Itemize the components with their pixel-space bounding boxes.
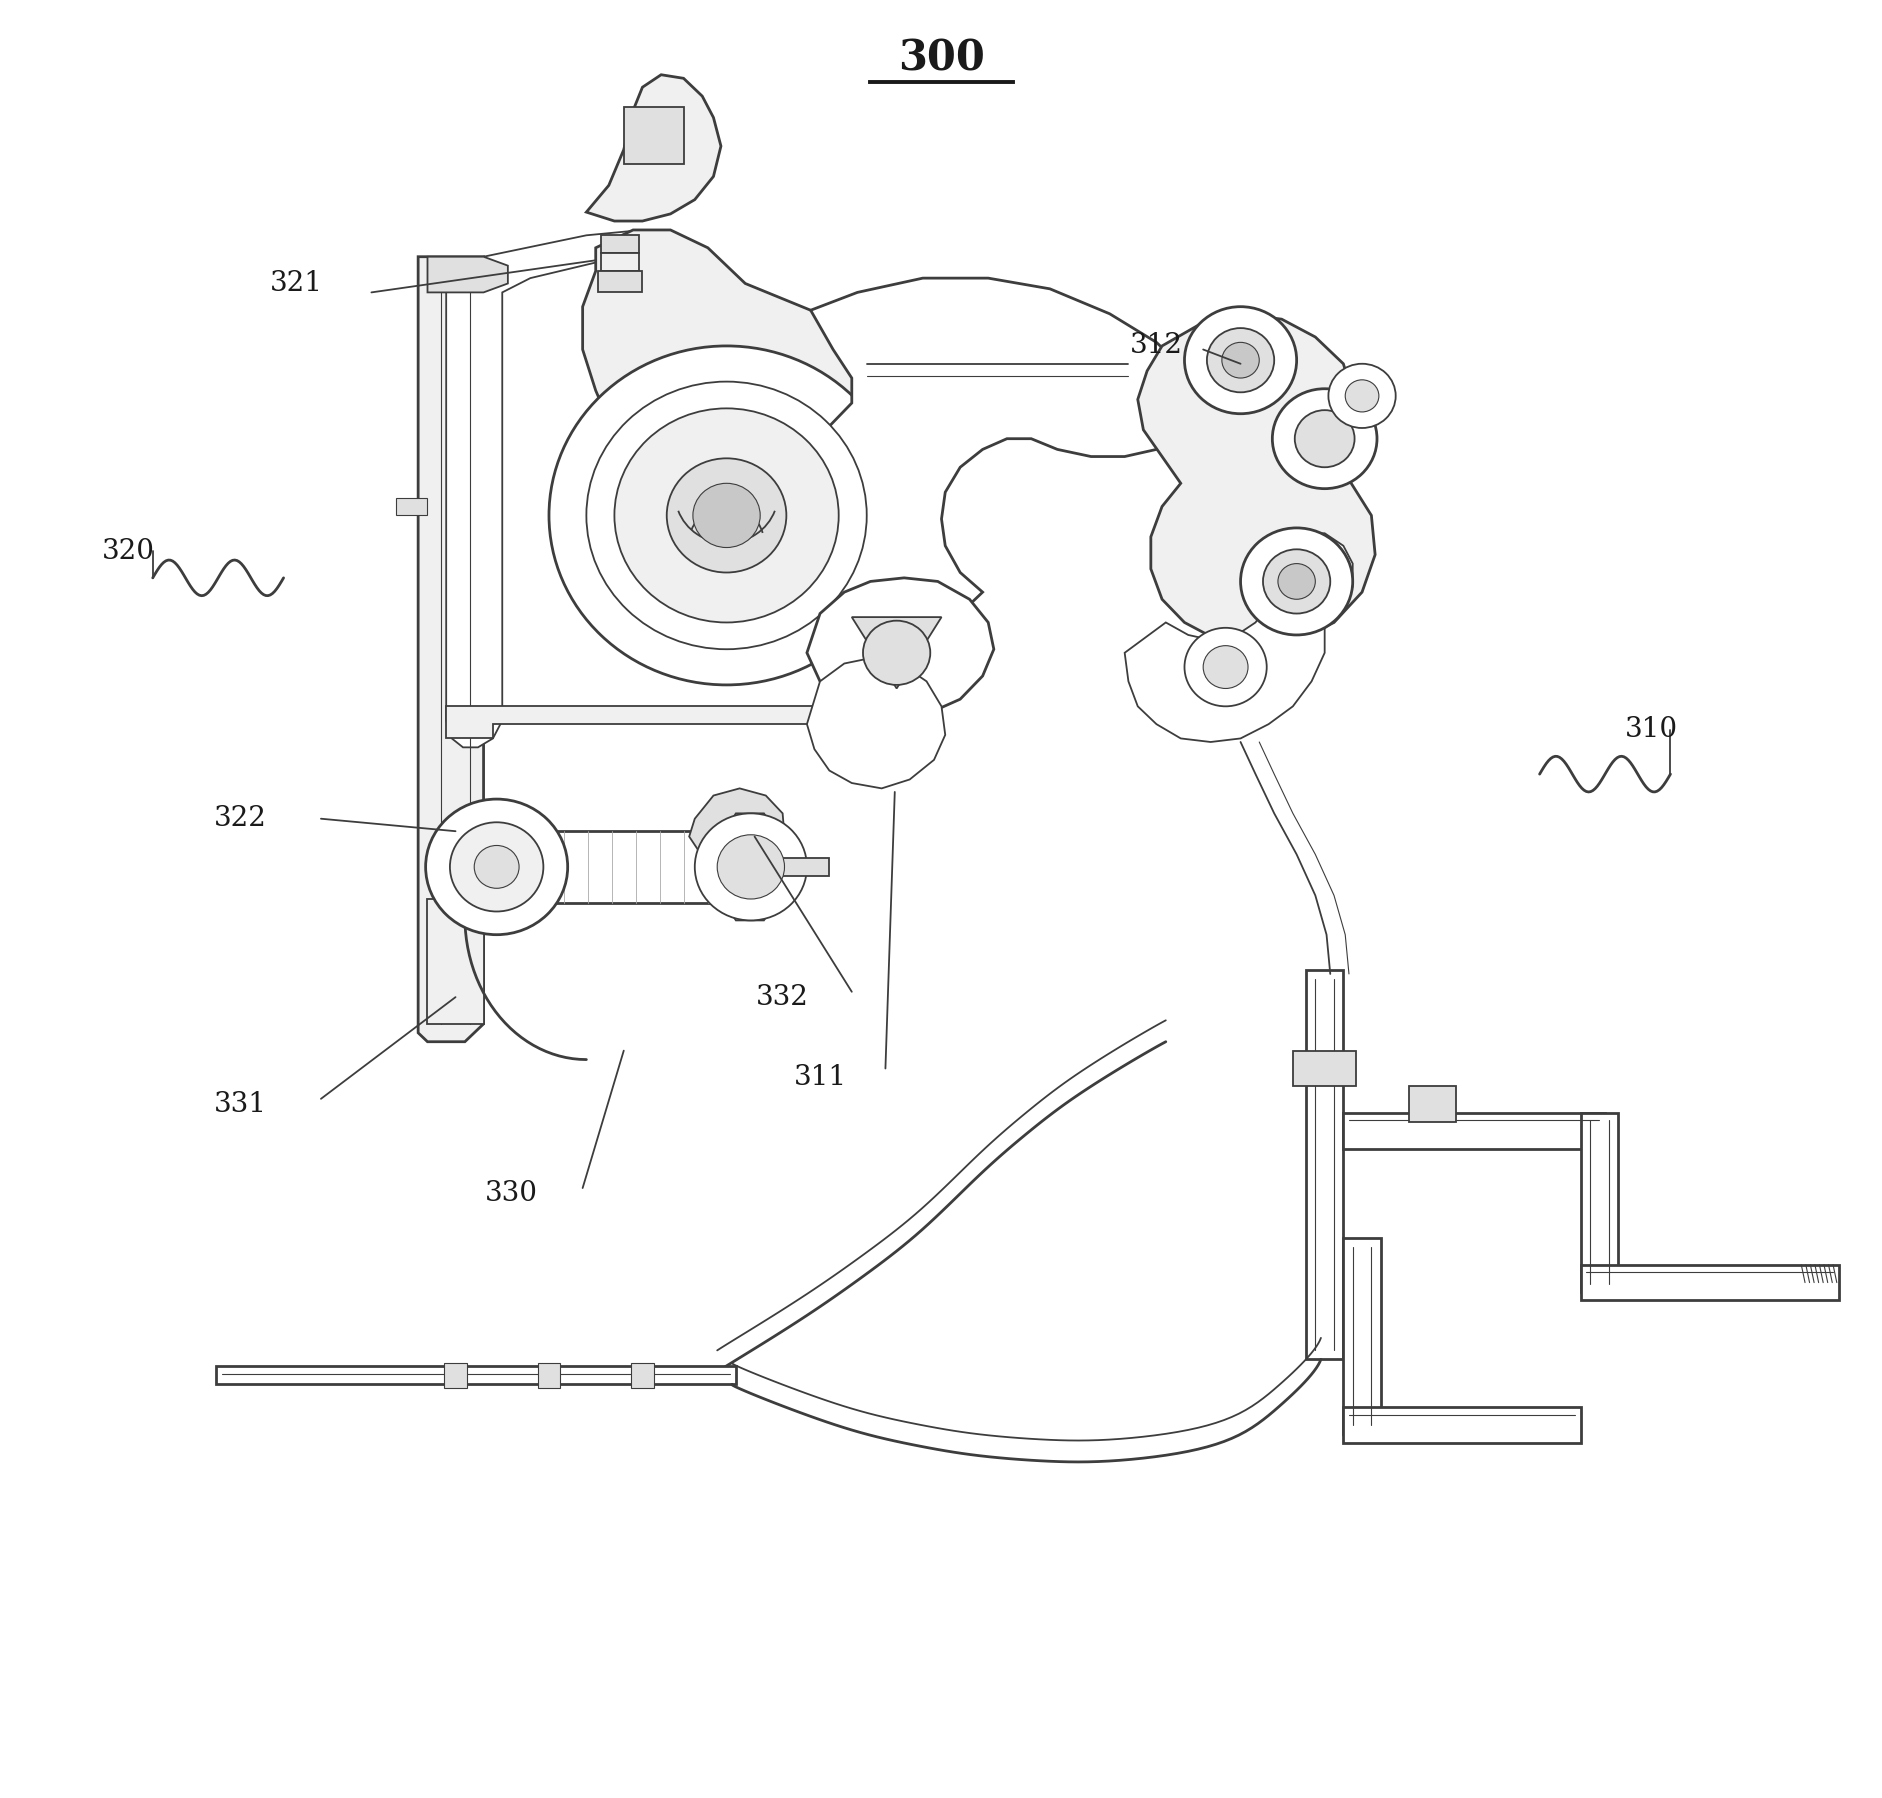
Polygon shape (600, 254, 638, 271)
Text: 300: 300 (898, 38, 984, 79)
Polygon shape (807, 658, 945, 788)
Polygon shape (538, 1363, 561, 1388)
Circle shape (1240, 529, 1351, 635)
Circle shape (1295, 410, 1353, 467)
Circle shape (1344, 379, 1378, 412)
Polygon shape (597, 271, 642, 293)
Polygon shape (1124, 534, 1351, 743)
Polygon shape (395, 498, 427, 516)
Polygon shape (1342, 1113, 1603, 1149)
Polygon shape (689, 788, 785, 867)
Polygon shape (1579, 1113, 1617, 1291)
Circle shape (1206, 327, 1274, 392)
Polygon shape (623, 106, 683, 164)
Circle shape (717, 834, 785, 899)
Polygon shape (585, 76, 721, 221)
Polygon shape (570, 230, 900, 635)
Text: 331: 331 (215, 1091, 267, 1118)
Circle shape (1184, 628, 1267, 707)
Polygon shape (427, 899, 484, 1023)
Polygon shape (1342, 1239, 1380, 1435)
Polygon shape (807, 577, 994, 717)
Text: 312: 312 (1129, 333, 1182, 360)
Text: 332: 332 (757, 984, 809, 1010)
Circle shape (1203, 645, 1248, 689)
Polygon shape (1306, 971, 1342, 1359)
Circle shape (1263, 550, 1329, 613)
Polygon shape (726, 813, 774, 921)
Text: 330: 330 (486, 1179, 538, 1206)
Circle shape (450, 822, 544, 912)
Polygon shape (600, 236, 638, 254)
Polygon shape (1579, 1264, 1837, 1300)
Polygon shape (446, 230, 642, 748)
Circle shape (694, 813, 807, 921)
Polygon shape (1408, 1086, 1455, 1122)
Circle shape (550, 345, 903, 685)
Polygon shape (527, 831, 745, 903)
Polygon shape (446, 707, 819, 739)
Circle shape (425, 798, 566, 935)
Text: 311: 311 (792, 1064, 847, 1091)
Polygon shape (851, 617, 941, 689)
Polygon shape (1342, 1408, 1579, 1444)
Circle shape (614, 408, 837, 622)
Polygon shape (427, 257, 508, 293)
Circle shape (1278, 563, 1316, 599)
Polygon shape (418, 257, 484, 1041)
Circle shape (585, 381, 866, 649)
Circle shape (862, 620, 930, 685)
Text: 322: 322 (215, 806, 267, 832)
Polygon shape (1137, 315, 1374, 645)
Circle shape (1221, 342, 1259, 378)
Polygon shape (216, 1366, 736, 1384)
Circle shape (666, 458, 787, 572)
Circle shape (1272, 388, 1376, 489)
Text: 320: 320 (102, 538, 154, 565)
Polygon shape (444, 1363, 467, 1388)
Polygon shape (630, 1363, 653, 1388)
Circle shape (1327, 363, 1395, 428)
Polygon shape (1293, 1050, 1355, 1086)
Polygon shape (770, 858, 828, 876)
Text: 321: 321 (269, 270, 324, 297)
Circle shape (474, 845, 519, 888)
Polygon shape (807, 279, 1193, 622)
Circle shape (693, 484, 760, 548)
Polygon shape (489, 813, 527, 921)
Circle shape (1184, 307, 1297, 414)
Text: 310: 310 (1624, 716, 1677, 743)
